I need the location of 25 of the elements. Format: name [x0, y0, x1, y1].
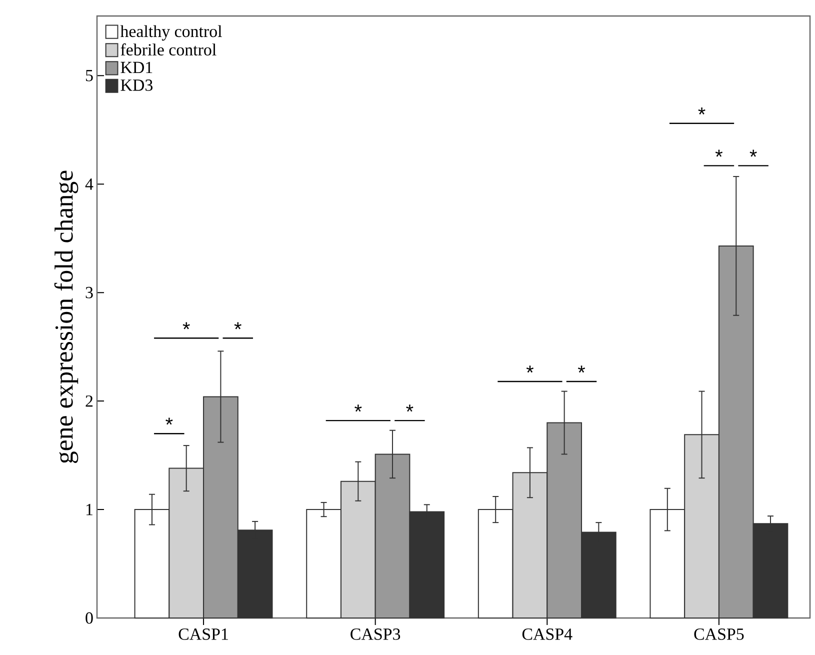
legend-label: healthy control	[120, 25, 222, 41]
annotation: *	[166, 418, 173, 425]
annotation: *	[406, 404, 414, 412]
annotation: *	[715, 150, 723, 157]
y-axis-title: gene expression fold change	[54, 170, 78, 463]
y-tick-label: 1	[86, 504, 92, 516]
x-tick-label: CASP1	[178, 628, 228, 640]
legend-label: febrile control	[120, 43, 216, 56]
y-tick-label: 2	[86, 395, 93, 407]
y-tick-label: 5	[86, 70, 93, 82]
annotation: *	[234, 322, 242, 330]
legend-label: KD1	[120, 62, 152, 74]
annotation: *	[354, 404, 362, 412]
annotation: *	[182, 322, 190, 330]
annotation: *	[698, 107, 706, 114]
annotation: *	[526, 366, 534, 373]
x-tick-label: CASP3	[350, 628, 400, 640]
y-tick-label: 4	[85, 178, 94, 190]
annotation: *	[578, 366, 586, 373]
x-tick-label: CASP4	[522, 628, 572, 640]
annotation: *	[750, 150, 757, 157]
legend-label: KD3	[120, 79, 152, 91]
x-tick-label: CASP5	[694, 628, 744, 640]
y-tick-label: 0	[86, 612, 93, 624]
y-tick-label: 3	[86, 286, 93, 298]
